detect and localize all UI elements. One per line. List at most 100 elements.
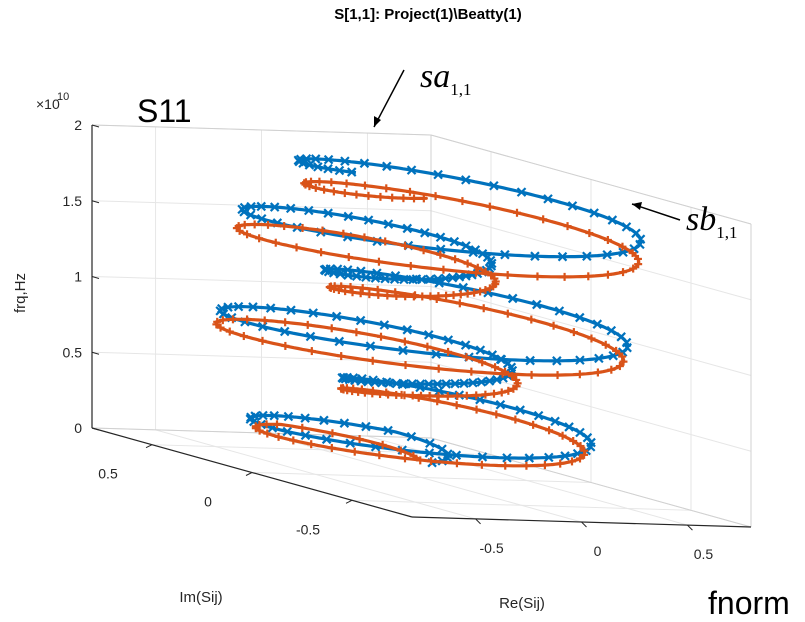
data-point-sb (527, 316, 535, 324)
data-point-sb (453, 401, 461, 409)
data-point-sb (480, 304, 488, 312)
data-point-sb (401, 338, 409, 346)
data-point-sb (388, 194, 396, 202)
series-a-pointer (374, 70, 404, 127)
data-point-sb (619, 268, 627, 276)
data-point-sb (406, 188, 414, 196)
data-point-sb (341, 189, 349, 197)
data-point-sb (281, 342, 289, 350)
z-tick-label: 2 (74, 117, 82, 133)
z-tick-label: 1.5 (63, 193, 83, 209)
data-point-sb (570, 328, 578, 336)
data-point-sb (307, 440, 315, 448)
series-b-name: sb (686, 201, 716, 238)
data-point-sb (364, 192, 372, 200)
series-layer (212, 155, 644, 470)
data-point-sb (522, 462, 530, 470)
series-a-name: sa (420, 58, 450, 95)
grid (92, 125, 751, 527)
data-point-sb (556, 460, 564, 468)
x-tick-mark (476, 519, 481, 524)
x-tick-mark (582, 522, 587, 527)
series-a-pointer-head (374, 116, 381, 127)
data-point-sb (293, 243, 301, 251)
data-point-sb (327, 178, 335, 186)
data-point-sb (541, 461, 549, 469)
data-point-sb (529, 421, 537, 429)
data-point-sb (298, 424, 306, 432)
data-point-sb (456, 299, 464, 307)
z-tick-label: 0.5 (63, 344, 83, 360)
data-point-sb (375, 258, 383, 266)
data-point-sb (317, 248, 325, 256)
data-point-sb (308, 347, 316, 355)
data-point-sb (375, 451, 383, 459)
data-point-sb (352, 191, 360, 199)
data-point-sb (486, 203, 494, 211)
data-point-sb (585, 229, 593, 237)
data-point-sb (259, 337, 267, 345)
x-tick-mark (687, 525, 692, 530)
axes (92, 125, 751, 530)
data-point-sb (473, 406, 481, 414)
chart-title: S[1,1]: Project(1)\Beatty(1) (334, 6, 522, 23)
panel-label: S11 (137, 93, 192, 129)
data-point-sb (513, 209, 521, 217)
data-point-sb (439, 266, 447, 274)
z-tick-label: 0 (74, 420, 82, 436)
data-point-sb (407, 262, 415, 270)
data-point-sb (451, 255, 459, 263)
data-point-sb (337, 352, 345, 360)
data-point-sb (504, 271, 512, 279)
data-point-sb (504, 310, 512, 318)
data-point-sb (352, 328, 360, 336)
data-point-sb (377, 333, 385, 341)
data-point-sb (442, 292, 450, 300)
data-point-sb (345, 253, 353, 261)
data-point-sb (545, 426, 553, 434)
data-point-sb (328, 444, 336, 452)
floor-grid-line (352, 500, 691, 510)
data-point-sb (365, 290, 373, 298)
data-point-sb (382, 184, 390, 192)
data-point-sb (528, 371, 536, 379)
series-line-sb (216, 182, 639, 466)
x-tick-label: 0.5 (694, 546, 714, 562)
data-point-sb (289, 436, 297, 444)
z-axis-label: frq,Hz (12, 273, 29, 313)
data-point-sb (304, 321, 312, 329)
x-axis-label: Re(Sij) (499, 595, 545, 612)
data-point-sb (374, 291, 382, 299)
data-point-sb (401, 242, 409, 250)
data-point-sb (226, 328, 234, 336)
data-point-sa (583, 434, 591, 442)
data-point-sb (423, 343, 431, 351)
y-tick-label: -0.5 (296, 521, 320, 537)
data-point-sb (376, 193, 384, 201)
data-point-sb (402, 361, 410, 369)
data-point-sb (464, 260, 472, 268)
data-point-sb (240, 332, 248, 340)
data-point-sb (272, 239, 280, 247)
data-point-sb (320, 186, 328, 194)
data-point-sb (401, 454, 409, 462)
data-point-sb (554, 371, 562, 379)
y-axis-label: Im(Sij) (179, 589, 222, 606)
y-tick-mark (146, 445, 152, 448)
data-point-sb (539, 215, 547, 223)
data-point-sb (330, 187, 338, 195)
z-exponent-power: 10 (57, 91, 69, 103)
series-b-label: sb1,1 (686, 201, 737, 242)
floor-grid-line (252, 473, 591, 483)
data-point-sb (511, 416, 519, 424)
data-point-sb (351, 448, 359, 456)
data-point-sb (418, 292, 426, 300)
data-point-sb (435, 365, 443, 373)
data-point-sb (462, 353, 470, 361)
data-point-sb (576, 370, 584, 378)
data-point-sb (498, 388, 506, 396)
corner-label: fnorm (708, 585, 790, 621)
y-tick-label: 0.5 (98, 466, 118, 482)
z-tick-label: 1 (74, 269, 82, 285)
